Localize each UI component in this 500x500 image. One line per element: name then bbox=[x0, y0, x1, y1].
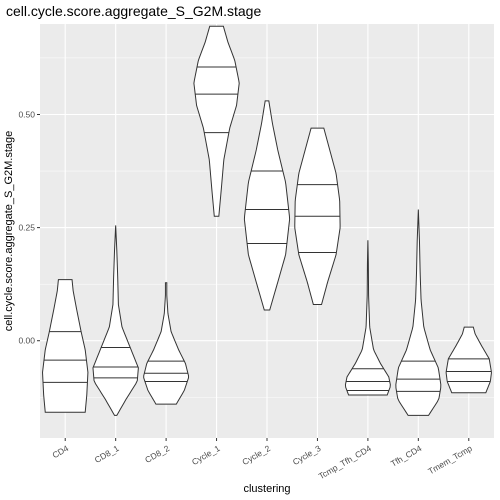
violin-Cycle_1 bbox=[193, 25, 240, 217]
y-axis-title: cell.cycle.score.aggregate_S_G2M.stage bbox=[3, 131, 15, 332]
violin-shape bbox=[395, 209, 442, 416]
violin-CD8_1 bbox=[92, 225, 139, 416]
violin-Cycle_3 bbox=[294, 127, 341, 306]
violin-Tfh_CD4 bbox=[395, 209, 442, 416]
y-tick-label: 0.00 bbox=[18, 336, 35, 346]
x-tick-label: CD4 bbox=[50, 443, 70, 460]
y-axis: 0.00 0.25 0.50 bbox=[18, 109, 40, 346]
x-tick-label: CD8_1 bbox=[93, 443, 121, 465]
violins bbox=[42, 25, 492, 416]
x-tick-label: Cycle_1 bbox=[190, 443, 222, 467]
violin-Tmem_Tcmp bbox=[445, 326, 492, 394]
violin-CD8_2 bbox=[143, 282, 190, 405]
y-tick-label: 0.50 bbox=[18, 109, 35, 119]
violin-shape bbox=[243, 100, 291, 311]
violin-Tcmp_Tfh_CD4 bbox=[344, 240, 391, 396]
violin-shape bbox=[193, 25, 240, 217]
x-tick-label: CD8_2 bbox=[143, 443, 171, 465]
x-tick-label: Tfh_CD4 bbox=[389, 443, 424, 469]
violin-CD4 bbox=[42, 279, 89, 413]
x-tick-label: Cycle_2 bbox=[240, 443, 272, 467]
x-tick-label: Tcmp_Tfh_CD4 bbox=[317, 443, 373, 481]
x-tick-label: Tmem_Tcmp bbox=[426, 443, 474, 476]
x-axis-title: clustering bbox=[243, 483, 290, 495]
violin-shape bbox=[344, 240, 391, 396]
violin-shape bbox=[42, 279, 89, 413]
violin-shape bbox=[92, 225, 139, 416]
x-tick-label: Cycle_3 bbox=[291, 443, 323, 467]
chart-title: cell.cycle.score.aggregate_S_G2M.stage bbox=[6, 3, 261, 19]
y-tick-label: 0.25 bbox=[18, 223, 35, 233]
violin-Cycle_2 bbox=[243, 100, 291, 311]
x-axis: CD4 CD8_1 CD8_2 Cycle_1 Cycle_2 Cycle_3Tcmp_T… bbox=[50, 438, 474, 481]
